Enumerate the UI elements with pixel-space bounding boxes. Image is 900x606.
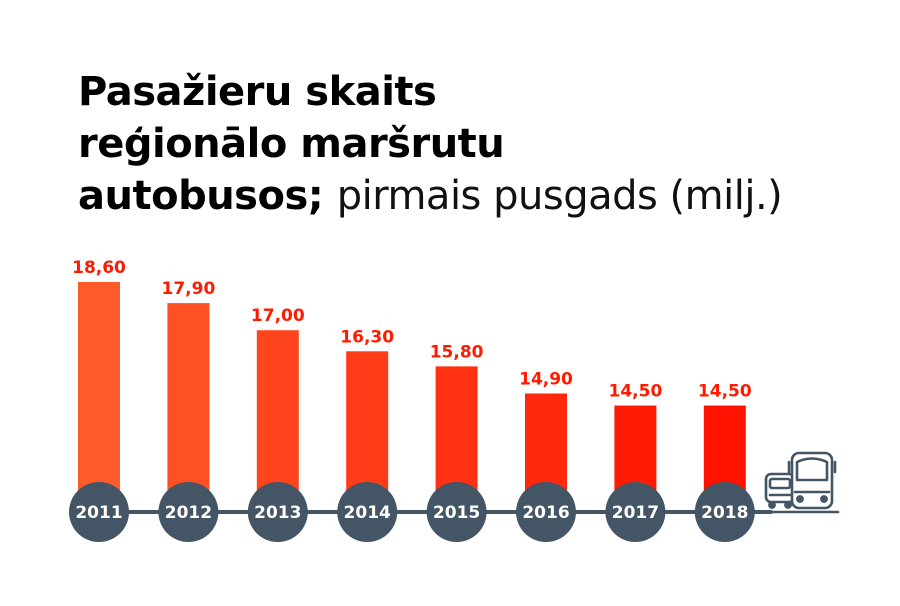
year-circle-2011 bbox=[69, 482, 129, 542]
bar-2013 bbox=[256, 330, 299, 511]
year-circle-2012 bbox=[158, 482, 219, 542]
year-circle-2013 bbox=[247, 482, 308, 542]
year-label-2016: 2016 bbox=[522, 503, 569, 523]
year-label-2017: 2017 bbox=[612, 503, 659, 523]
value-label-2014: 16,30 bbox=[340, 327, 394, 347]
year-label-2018: 2018 bbox=[701, 503, 748, 523]
chart-title: Pasažieru skaits reģionālo maršrutu auto… bbox=[78, 66, 878, 222]
title-line-3-light: pirmais pusgads (milj.) bbox=[336, 173, 783, 219]
bus-icon bbox=[758, 451, 840, 514]
year-label-2015: 2015 bbox=[433, 503, 480, 523]
value-label-2011: 18,60 bbox=[72, 258, 126, 278]
year-circle-2015 bbox=[426, 482, 487, 542]
year-circle-2016 bbox=[516, 482, 576, 542]
bar-2012 bbox=[167, 303, 210, 511]
year-label-2012: 2012 bbox=[165, 503, 212, 523]
year-circle-2017 bbox=[605, 482, 666, 542]
year-circle-2018 bbox=[694, 482, 755, 542]
value-label-2017: 14,50 bbox=[609, 382, 663, 402]
bars-layer: 18,60 17,90 17,00 16,30 15,80 14,90 14,50 14,50 bbox=[72, 258, 752, 511]
value-label-2012: 17,90 bbox=[162, 279, 216, 299]
year-label-2013: 2013 bbox=[254, 503, 301, 523]
year-label-2011: 2011 bbox=[75, 503, 122, 523]
value-label-2015: 15,80 bbox=[430, 342, 484, 362]
title-line-3-bold: autobusos; bbox=[78, 173, 324, 219]
title-line-3: autobusos; pirmais pusgads (milj.) bbox=[78, 170, 878, 222]
value-label-2018: 14,50 bbox=[698, 382, 752, 402]
value-label-2016: 14,90 bbox=[519, 369, 573, 389]
bar-2011 bbox=[78, 282, 120, 511]
year-label-2014: 2014 bbox=[344, 503, 391, 523]
title-line-2: reģionālo maršrutu bbox=[78, 121, 505, 167]
title-line-1: Pasažieru skaits bbox=[78, 69, 437, 115]
value-label-2013: 17,00 bbox=[251, 306, 305, 326]
year-circle-2014 bbox=[337, 482, 398, 542]
timeline-axis: 2011 2012 2013 2014 2015 2016 2017 2018 bbox=[69, 482, 772, 542]
